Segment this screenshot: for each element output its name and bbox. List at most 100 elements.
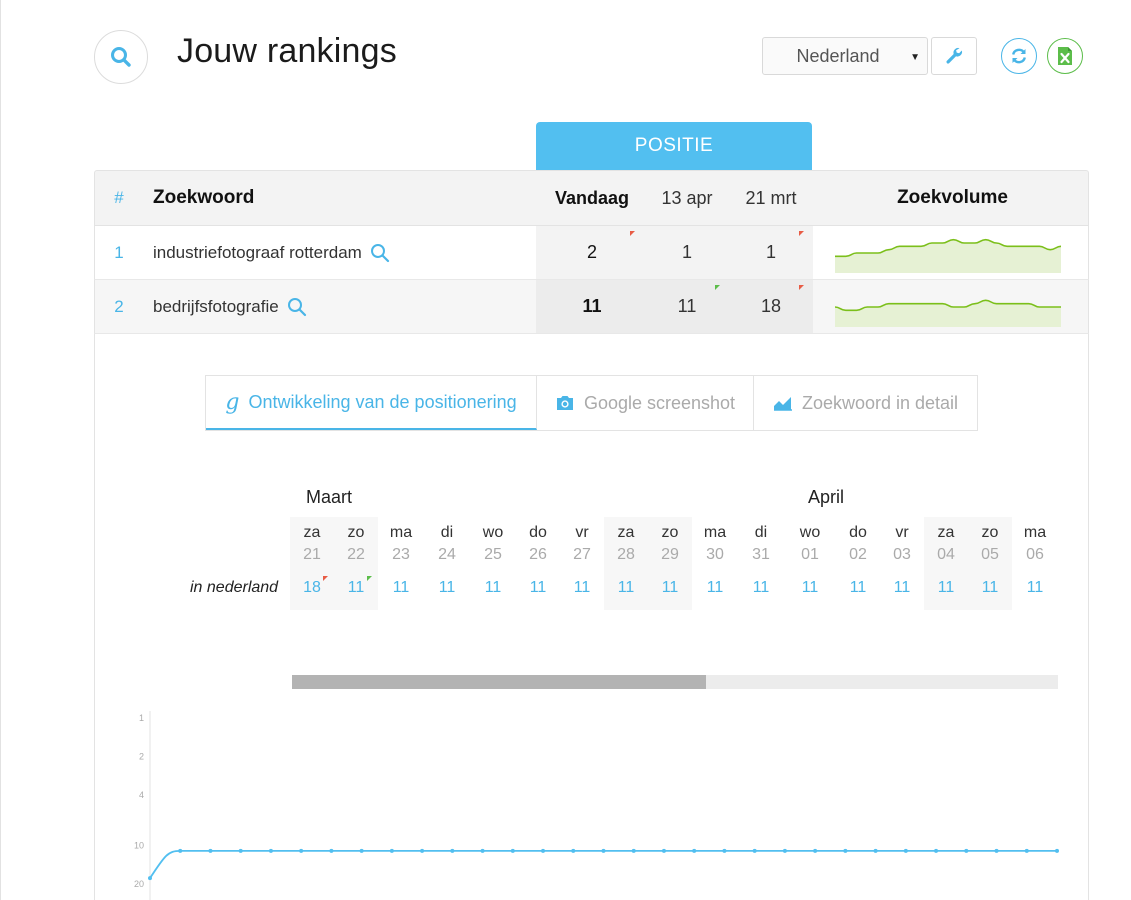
y-tick-label: 4 bbox=[139, 790, 144, 800]
day-position[interactable]: 11 bbox=[706, 579, 724, 596]
calendar-day: zo 29 11 bbox=[648, 517, 692, 610]
position-point bbox=[571, 848, 576, 853]
tab-google-screenshot[interactable]: Google screenshot bbox=[537, 376, 754, 430]
keyword-text[interactable]: industriefotograaf rotterdam bbox=[153, 242, 362, 262]
row-keyword: bedrijfsfotografie bbox=[153, 280, 307, 333]
calendar-scrollbar[interactable] bbox=[292, 675, 1058, 689]
volume-sparkline[interactable] bbox=[835, 229, 1061, 275]
row-date1-position: 1 bbox=[681, 242, 692, 262]
position-point bbox=[661, 848, 666, 853]
position-column-band bbox=[536, 280, 813, 333]
month-label: April bbox=[808, 487, 845, 507]
rankings-table: # Zoekwoord Vandaag 13 apr 21 mrt Zoekvo… bbox=[94, 170, 1089, 334]
day-name: za bbox=[937, 524, 955, 541]
area-chart-icon bbox=[773, 397, 792, 411]
position-point bbox=[148, 876, 152, 881]
day-date: 30 bbox=[706, 546, 724, 563]
day-name: di bbox=[754, 524, 768, 541]
day-name: zo bbox=[981, 524, 999, 541]
table-row[interactable]: 2 bedrijfsfotografie 11 11 18 bbox=[94, 280, 1089, 334]
y-tick-label: 10 bbox=[134, 841, 144, 851]
settings-button[interactable] bbox=[931, 37, 977, 75]
y-tick-label: 2 bbox=[139, 751, 144, 761]
position-series-line bbox=[149, 849, 1057, 879]
keyword-search-icon[interactable] bbox=[370, 243, 390, 263]
position-point bbox=[964, 848, 969, 853]
day-date: 27 bbox=[573, 546, 591, 563]
position-column-band bbox=[536, 226, 813, 279]
tab-keyword-detail[interactable]: Zoekwoord in detail bbox=[754, 376, 977, 430]
day-position[interactable]: 11 bbox=[392, 579, 410, 596]
day-position[interactable]: 11 bbox=[529, 579, 547, 596]
position-point bbox=[541, 848, 546, 853]
row-keyword: industriefotograaf rotterdam bbox=[153, 226, 390, 279]
day-date: 31 bbox=[752, 546, 770, 563]
day-name: do bbox=[849, 524, 867, 541]
keyword-search-icon[interactable] bbox=[287, 297, 307, 317]
day-position[interactable]: 11 bbox=[438, 579, 456, 596]
y-tick-label: 20 bbox=[134, 879, 144, 889]
tab-position-development[interactable]: g Ontwikkeling van de positionering bbox=[206, 376, 537, 430]
wrench-icon bbox=[946, 47, 963, 64]
calendar-day: za 04 11 bbox=[924, 517, 968, 610]
day-position[interactable]: 18 bbox=[303, 579, 321, 596]
day-position[interactable]: 11 bbox=[661, 579, 679, 596]
calendar-day: wo 01 11 bbox=[784, 517, 836, 610]
y-tick-label: 1 bbox=[139, 713, 144, 723]
position-line-chart: 1 2 4 10 20 bbox=[134, 711, 1059, 900]
table-row[interactable]: 1 industriefotograaf rotterdam 2 1 1 bbox=[94, 226, 1089, 280]
day-date: 04 bbox=[937, 546, 955, 563]
header-volume[interactable]: Zoekvolume bbox=[897, 187, 1008, 208]
search-button[interactable] bbox=[94, 30, 148, 84]
calendar-day: zo 05 11 bbox=[968, 517, 1012, 610]
day-position[interactable]: 11 bbox=[573, 579, 591, 596]
day-name: zo bbox=[347, 524, 365, 541]
day-position[interactable]: 11 bbox=[937, 579, 955, 596]
volume-sparkline[interactable] bbox=[835, 283, 1061, 329]
day-position[interactable]: 11 bbox=[484, 579, 502, 596]
refresh-button[interactable] bbox=[1001, 38, 1037, 74]
day-name: za bbox=[617, 524, 635, 541]
day-name: zo bbox=[661, 524, 679, 541]
left-border bbox=[0, 0, 1, 900]
day-position[interactable]: 11 bbox=[801, 579, 819, 596]
calendar-day: do 02 11 bbox=[836, 517, 880, 610]
day-position[interactable]: 11 bbox=[849, 579, 867, 596]
header-date-2[interactable]: 21 mrt bbox=[745, 187, 797, 208]
calendar-day: do 26 11 bbox=[516, 517, 560, 610]
position-point bbox=[359, 848, 364, 853]
header-today[interactable]: Vandaag bbox=[554, 187, 630, 208]
day-position[interactable]: 11 bbox=[981, 579, 999, 596]
day-position[interactable]: 11 bbox=[752, 579, 770, 596]
keyword-text[interactable]: bedrijfsfotografie bbox=[153, 296, 279, 316]
country-select[interactable]: Nederland ▼ bbox=[762, 37, 928, 75]
calendar-day: za 21 18 bbox=[290, 517, 334, 610]
day-name: wo bbox=[799, 524, 821, 541]
caret-down-icon: ▼ bbox=[910, 52, 920, 63]
day-name: vr bbox=[895, 524, 909, 541]
day-name: vr bbox=[575, 524, 589, 541]
export-excel-button[interactable] bbox=[1047, 38, 1083, 74]
day-position[interactable]: 11 bbox=[617, 579, 635, 596]
calendar-row-label: in nederland bbox=[190, 579, 279, 596]
position-point bbox=[450, 848, 455, 853]
day-name: za bbox=[303, 524, 321, 541]
day-date: 02 bbox=[849, 546, 867, 563]
position-point bbox=[752, 848, 757, 853]
position-point bbox=[329, 848, 334, 853]
table-header: # Zoekwoord Vandaag 13 apr 21 mrt Zoekvo… bbox=[94, 170, 1089, 226]
day-position[interactable]: 11 bbox=[347, 579, 365, 596]
row-date2-position: 1 bbox=[765, 242, 776, 262]
day-date: 28 bbox=[617, 546, 635, 563]
search-icon bbox=[111, 47, 131, 67]
header-keyword[interactable]: Zoekwoord bbox=[153, 187, 255, 208]
position-down-flag bbox=[799, 231, 804, 236]
header-date-1[interactable]: 13 apr bbox=[661, 187, 713, 208]
position-down-flag bbox=[630, 231, 635, 236]
day-date: 23 bbox=[392, 546, 410, 563]
google-icon: g bbox=[225, 389, 240, 415]
day-position[interactable]: 11 bbox=[893, 579, 911, 596]
page-title: Jouw rankings bbox=[177, 32, 397, 70]
day-position[interactable]: 11 bbox=[1026, 579, 1044, 596]
scrollbar-thumb[interactable] bbox=[292, 675, 706, 689]
